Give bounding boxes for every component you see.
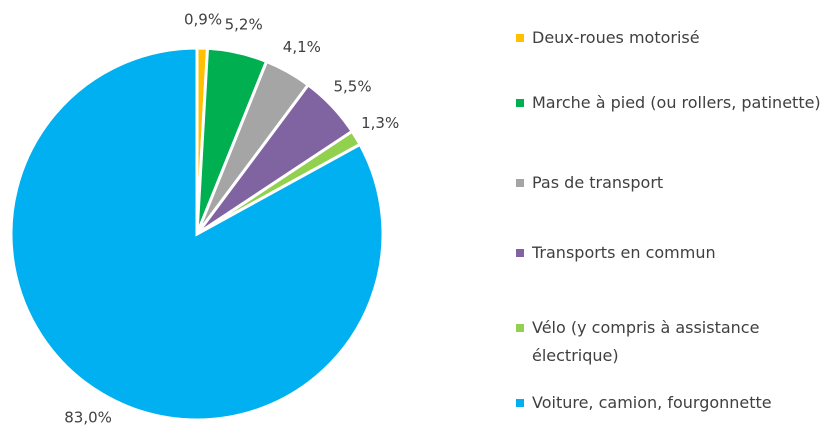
data-label: 1,3% bbox=[361, 114, 399, 132]
legend-label: Transports en commun bbox=[532, 243, 716, 262]
legend-label: Deux-roues motorisé bbox=[532, 28, 700, 47]
data-label: 5,2% bbox=[225, 16, 263, 34]
legend-label: Vélo (y compris à assistance électrique) bbox=[532, 318, 760, 365]
legend-item: Deux-roues motorisé bbox=[516, 24, 821, 52]
legend-item: Transports en commun bbox=[516, 239, 821, 267]
legend-swatch bbox=[516, 249, 524, 257]
data-label: 4,1% bbox=[283, 38, 321, 56]
pie-slice bbox=[9, 46, 385, 422]
legend-swatch bbox=[516, 399, 524, 407]
legend-swatch bbox=[516, 99, 524, 107]
legend-item: Vélo (y compris à assistance électrique) bbox=[516, 314, 821, 370]
legend-swatch bbox=[516, 324, 524, 332]
legend-label: Voiture, camion, fourgonnette bbox=[532, 393, 772, 412]
data-label: 83,0% bbox=[64, 409, 112, 427]
legend-item: Pas de transport bbox=[516, 169, 821, 197]
legend-item: Voiture, camion, fourgonnette bbox=[516, 389, 821, 417]
data-label: 0,9% bbox=[184, 11, 222, 29]
legend-label: Marche à pied (ou rollers, patinette) bbox=[532, 93, 821, 112]
data-label: 5,5% bbox=[333, 78, 371, 96]
legend-label: Pas de transport bbox=[532, 173, 664, 192]
legend-swatch bbox=[516, 179, 524, 187]
legend-swatch bbox=[516, 34, 524, 42]
legend-item: Marche à pied (ou rollers, patinette) bbox=[516, 89, 821, 117]
